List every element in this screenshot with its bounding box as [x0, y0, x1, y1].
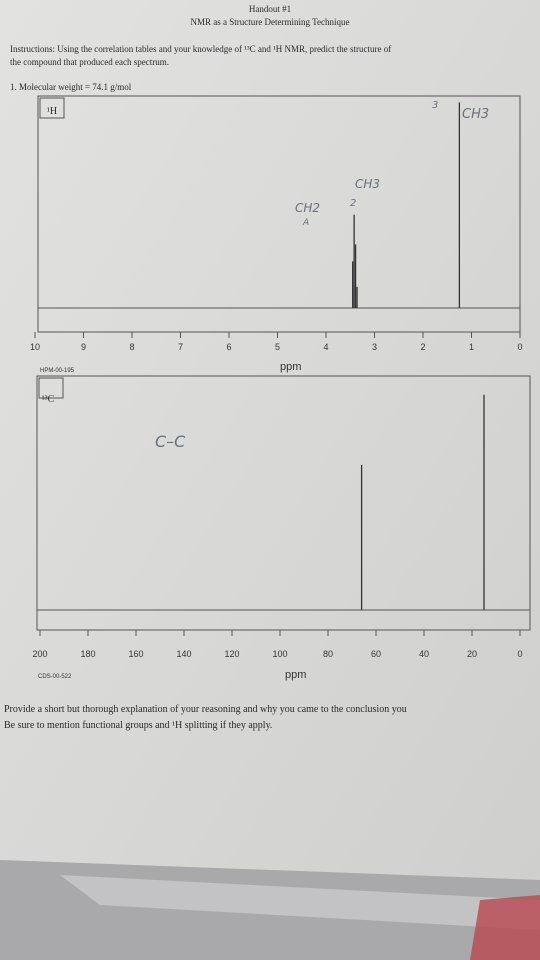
subtitle: NMR as a Structure Determining Technique [191, 17, 350, 27]
x-tick-label: 200 [32, 649, 47, 659]
x-tick-label: 40 [419, 649, 429, 659]
x-tick-label: 8 [129, 342, 134, 352]
spectrum-code: HPM-00-195 [40, 368, 75, 374]
spectrum-frame [36, 375, 531, 631]
x-tick-label: 2 [420, 342, 425, 352]
nucleus-label: ¹³C [42, 394, 55, 405]
instructions: the compound that produced each spectrum… [10, 57, 169, 67]
handwritten-note: CH3 [355, 177, 380, 191]
x-tick-label: 180 [80, 649, 95, 659]
x-tick-label: 20 [467, 649, 477, 659]
question: 1. Molecular weight = 74.1 g/mol [10, 82, 132, 92]
x-tick-label: 100 [272, 649, 287, 659]
x-tick-label: 120 [224, 649, 239, 659]
handwritten-note: A [302, 218, 309, 228]
instructions: Instructions: Using the correlation tabl… [10, 44, 391, 54]
handwritten-note: C–C [155, 432, 186, 451]
x-tick-label: 5 [275, 342, 280, 352]
handwritten-note: CH2 [295, 201, 320, 215]
x-axis-label: ppm [285, 669, 306, 681]
handwritten-note: 3 [432, 100, 438, 111]
x-tick-label: 0 [517, 649, 522, 659]
nucleus-box [38, 377, 64, 399]
x-tick-label: 10 [30, 342, 40, 352]
x-tick-label: 3 [372, 342, 377, 352]
x-tick-label: 80 [323, 649, 333, 659]
x-tick-label: 140 [176, 649, 191, 659]
spectrum-code: CDS-00-522 [38, 674, 72, 680]
footer-text: Provide a short but thorough explanation… [4, 704, 407, 715]
x-axis-label: ppm [280, 361, 301, 373]
x-tick-label: 6 [226, 342, 231, 352]
x-tick-label: 160 [128, 649, 143, 659]
spectrum-frame [37, 95, 521, 333]
footer-text: Be sure to mention functional groups and… [4, 720, 272, 731]
title: Handout #1 [249, 4, 291, 14]
nucleus-label: ¹H [47, 106, 57, 117]
x-tick-label: 4 [323, 342, 328, 352]
x-tick-label: 60 [371, 649, 381, 659]
handwritten-note: CH3 [462, 107, 489, 122]
x-tick-label: 1 [469, 342, 474, 352]
handwritten-note: 2 [350, 198, 356, 209]
cloth [470, 895, 540, 960]
nucleus-box [39, 97, 65, 119]
x-tick-label: 0 [517, 342, 522, 352]
x-tick-label: 7 [178, 342, 183, 352]
x-tick-label: 9 [81, 342, 86, 352]
paper-edge [60, 875, 540, 930]
paper [0, 0, 540, 880]
